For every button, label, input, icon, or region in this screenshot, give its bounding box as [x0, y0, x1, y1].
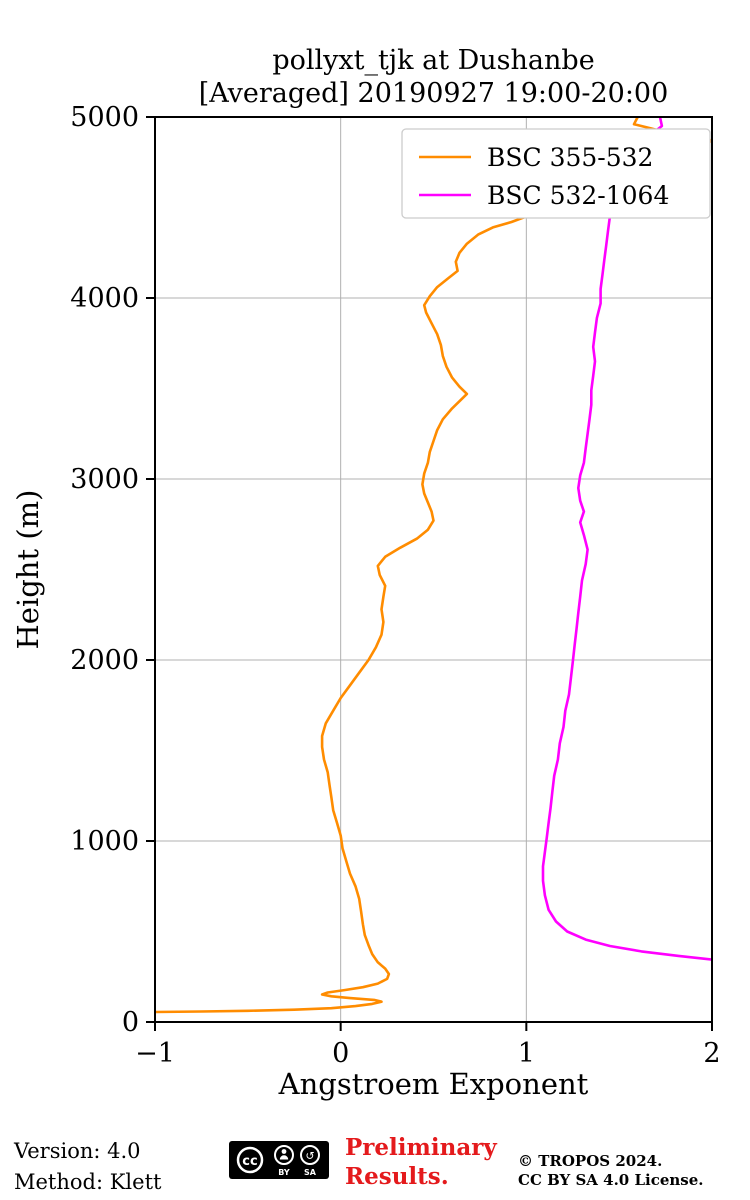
svg-text:↺: ↺ [305, 1150, 314, 1163]
legend-box [401, 128, 711, 219]
y-axis-label: Height (m) [11, 490, 45, 650]
version-method-block: Version: 4.0 Method: Klett [14, 1136, 161, 1198]
version-text: Version: 4.0 [14, 1139, 141, 1163]
cc-icon: cc [236, 1146, 264, 1174]
x-tick-label: 2 [703, 1038, 720, 1069]
sa-arrow-icon: ↺ SA [300, 1145, 320, 1177]
x-tick-label: −1 [135, 1038, 175, 1069]
by-person-icon: BY [274, 1145, 294, 1177]
legend-label: BSC 532-1064 [487, 181, 669, 210]
svg-text:cc: cc [242, 1154, 257, 1169]
cc-badge-background [229, 1141, 329, 1179]
series-line-bsc-355-532 [155, 117, 712, 1014]
y-tick-label: 5000 [70, 102, 139, 133]
chart-title: pollyxt_tjk at Dushanbe [Averaged] 20190… [155, 44, 712, 110]
svg-text:BY: BY [278, 1168, 290, 1177]
preliminary-line1: Preliminary [345, 1134, 497, 1161]
plot-border [154, 116, 713, 1023]
y-tick-label: 3000 [70, 464, 139, 495]
legend: BSC 355-532 BSC 532-1064 [401, 128, 711, 219]
svg-text:SA: SA [304, 1168, 317, 1177]
method-text: Method: Klett [14, 1170, 162, 1194]
x-tick-label: 1 [518, 1038, 535, 1069]
y-tick-label: 1000 [70, 826, 139, 857]
y-tick-label: 2000 [70, 645, 139, 676]
y-tick-label: 0 [122, 1007, 139, 1038]
cc-by-sa-badge: cc BY ↺ SA [229, 1141, 329, 1179]
copyright-line1: © TROPOS 2024. [518, 1152, 663, 1170]
copyright-line2: CC BY SA 4.0 License. [518, 1171, 704, 1189]
x-axis-label: Angstroem Exponent [278, 1067, 589, 1101]
chart-title-line1: pollyxt_tjk at Dushanbe [272, 45, 595, 76]
x-tick-label: 0 [332, 1038, 349, 1069]
preliminary-line2: Results. [345, 1163, 449, 1190]
copyright-note: © TROPOS 2024. CC BY SA 4.0 License. [518, 1152, 704, 1190]
preliminary-results-note: Preliminary Results. [345, 1133, 497, 1191]
series-line-bsc-532-1064 [541, 117, 712, 961]
legend-label: BSC 355-532 [487, 143, 653, 172]
y-tick-label: 4000 [70, 283, 139, 314]
chart-title-line2: [Averaged] 20190927 19:00-20:00 [198, 78, 669, 109]
